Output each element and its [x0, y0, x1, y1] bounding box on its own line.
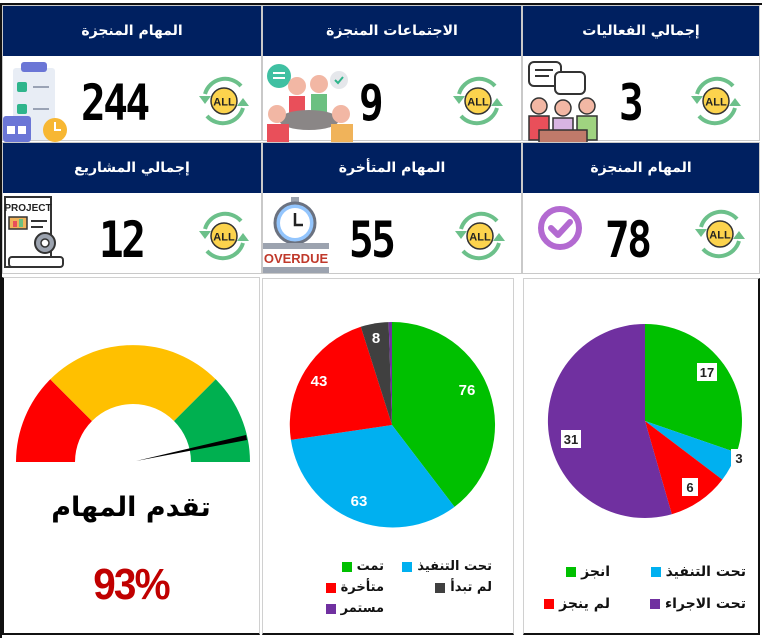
svg-text:ALL: ALL — [705, 97, 727, 109]
kpi-value: 3 — [619, 74, 644, 132]
legend-swatch — [435, 582, 446, 593]
legend-swatch — [650, 567, 661, 577]
all-refresh-icon[interactable]: ALL — [449, 72, 507, 130]
svg-text:ALL: ALL — [213, 232, 235, 244]
kpi-card-completed-tasks: المهام المنجزة 244 ALL — [2, 5, 262, 142]
kpi-value: 12 — [99, 211, 146, 269]
kpi-value: 244 — [81, 74, 150, 132]
legend-swatch — [325, 603, 336, 614]
legend-swatch — [402, 561, 413, 572]
legend-item: انجز — [566, 564, 610, 580]
task-completion-legend: انجز تحت التنفيذ لم ينجز تحت الاجراء — [523, 560, 760, 620]
svg-text:ALL: ALL — [469, 232, 491, 244]
clipboard-checklist-icon — [3, 58, 71, 146]
card-title: الاجتماعات المنجزة — [263, 6, 521, 56]
legend-item: تحت الاجراء — [649, 596, 746, 612]
gauge-title: تقدم المهام — [51, 492, 211, 523]
all-refresh-icon[interactable]: ALL — [195, 72, 253, 130]
kpi-card-completed-meetings: الاجتماعات المنجزة 9 ALL — [262, 5, 522, 142]
all-refresh-icon[interactable]: ALL — [691, 205, 749, 263]
svg-text:OVERDUE: OVERDUE — [264, 251, 329, 266]
svg-text:ALL: ALL — [467, 97, 489, 109]
task-status-legend: تمت تحت التنفيذ متأخرة لم تبدأ مستمر — [262, 555, 514, 625]
legend-item: تحت التنفيذ — [402, 559, 492, 574]
svg-text:31: 31 — [564, 432, 578, 447]
all-refresh-icon[interactable]: ALL — [451, 207, 509, 265]
svg-text:6: 6 — [686, 480, 693, 495]
card-title: إجمالي الفعاليات — [523, 6, 759, 56]
svg-text:63: 63 — [351, 493, 368, 510]
kpi-card-total-projects: إجمالي المشاريع PROJECT 12 ALL — [2, 142, 262, 274]
legend-swatch — [341, 561, 352, 572]
card-title: المهام المنجزة — [3, 6, 261, 56]
legend-item: تمت — [341, 559, 384, 574]
meeting-table-icon — [263, 58, 355, 146]
all-refresh-icon[interactable]: ALL — [195, 207, 253, 265]
kpi-card-overdue-tasks: المهام المتأخرة OVERDUE 55 ALL — [262, 142, 522, 274]
card-title: المهام المنجزة — [523, 143, 759, 193]
svg-text:3: 3 — [735, 451, 742, 466]
svg-text:76: 76 — [459, 382, 476, 399]
svg-text:43: 43 — [311, 373, 328, 390]
legend-item: لم تبدأ — [435, 580, 492, 595]
svg-text:17: 17 — [700, 365, 714, 380]
legend-item: مستمر — [325, 601, 384, 616]
kpi-card-done-tasks: المهام المنجزة 78 ALL — [522, 142, 760, 274]
discussion-group-icon — [525, 60, 601, 148]
legend-swatch — [325, 582, 336, 593]
legend-swatch — [566, 567, 577, 577]
legend-swatch — [649, 599, 660, 609]
project-document-icon: PROJECT — [3, 193, 65, 277]
svg-text:ALL: ALL — [213, 97, 235, 109]
kpi-value: 55 — [349, 211, 396, 269]
all-refresh-icon[interactable]: ALL — [687, 72, 745, 130]
legend-swatch — [544, 599, 555, 609]
legend-item: لم ينجز — [544, 596, 610, 612]
overdue-clock-icon: OVERDUE — [263, 195, 329, 279]
card-title: المهام المتأخرة — [263, 143, 521, 193]
svg-text:ALL: ALL — [709, 230, 731, 242]
kpi-value: 9 — [359, 74, 384, 132]
svg-text:8: 8 — [372, 330, 380, 347]
check-circle-icon — [537, 205, 583, 255]
gauge-percentage: 93% — [93, 560, 170, 609]
kpi-card-total-events: إجمالي الفعاليات 3 ALL — [522, 5, 760, 145]
task-status-pie-chart: 76 63 43 8 — [289, 322, 496, 528]
kpi-value: 78 — [605, 211, 652, 269]
card-title: إجمالي المشاريع — [3, 143, 261, 193]
progress-gauge — [16, 345, 250, 462]
legend-item: تحت التنفيذ — [650, 564, 746, 580]
legend-item: متأخرة — [325, 580, 384, 595]
svg-text:PROJECT: PROJECT — [4, 203, 51, 214]
dashboard-frame — [0, 3, 762, 638]
task-completion-pie-chart: 17 3 6 31 — [547, 323, 747, 518]
